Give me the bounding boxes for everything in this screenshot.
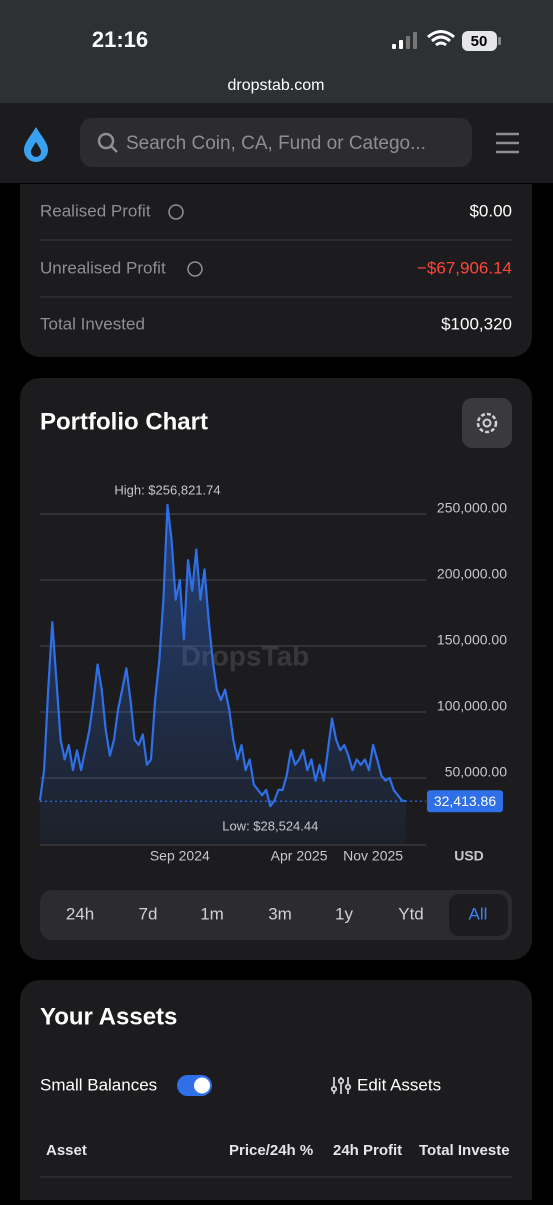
search-icon [97, 132, 115, 150]
logo-inner [31, 142, 41, 157]
currency: USD [454, 848, 484, 864]
gear-center [482, 418, 492, 428]
wifi-icon [427, 30, 455, 47]
gear-icon [476, 412, 498, 434]
x-tick-label: Nov 2025 [343, 848, 403, 864]
signal-icon [392, 32, 417, 49]
search-icon-handle [110, 145, 118, 153]
range-active-bg [449, 894, 508, 936]
battery-level: 50 [471, 33, 488, 50]
toggle-label: Small Balances [40, 1075, 157, 1094]
x-tick-label: Sep 2024 [150, 848, 210, 864]
y-tick-label: 250,000.00 [437, 500, 507, 516]
edit-icon [330, 1077, 352, 1094]
column-header[interactable]: Price/24h % [229, 1142, 313, 1159]
range-button[interactable]: 1y [335, 904, 353, 923]
assets-title: Your Assets [40, 1003, 177, 1030]
y-tick-label: 100,000.00 [437, 698, 507, 714]
toggle-knob [194, 1077, 210, 1094]
settings-button[interactable] [462, 398, 512, 448]
range-button[interactable]: All [469, 904, 488, 923]
info-icon[interactable] [187, 261, 203, 277]
range-button[interactable]: 3m [268, 904, 292, 923]
column-header[interactable]: 24h Profit [333, 1142, 402, 1159]
x-tick-label: Apr 2025 [271, 848, 328, 864]
search-placeholder: Search Coin, CA, Fund or Catego... [126, 133, 426, 154]
range-button[interactable]: Ytd [398, 904, 424, 923]
y-tick-label: 150,000.00 [437, 632, 507, 648]
summary-card [20, 184, 532, 357]
low-label: Low: $28,524.44 [222, 818, 318, 833]
row-label: Total Invested [40, 314, 145, 333]
chart-title: Portfolio Chart [40, 408, 208, 435]
row-value: −$67,906.14 [417, 258, 512, 277]
battery-icon [462, 31, 497, 51]
clock: 21:16 [92, 27, 148, 52]
range-button[interactable]: 7d [139, 904, 158, 923]
row-value: $100,320 [441, 314, 512, 333]
edit-assets[interactable]: Edit Assets [357, 1075, 441, 1094]
current-badge [427, 790, 503, 813]
current-label: 32,413.86 [434, 793, 496, 809]
status-bar [0, 0, 553, 103]
area [40, 505, 406, 844]
url[interactable]: dropstab.com [228, 77, 325, 94]
chart: DropsTab50,000.00100,000.00150,000.00200… [38, 482, 507, 864]
menu-icon[interactable] [496, 132, 519, 154]
line [38, 503, 407, 808]
range-selector [40, 890, 512, 940]
row-value: $0.00 [469, 201, 512, 220]
assets-card [20, 980, 532, 1205]
search-box[interactable] [80, 118, 472, 167]
y-tick-label: 200,000.00 [437, 566, 507, 582]
column-header[interactable]: Total Investe [419, 1142, 510, 1159]
info-icon[interactable] [168, 204, 184, 220]
y-tick-label: 50,000.00 [445, 764, 507, 780]
row-label: Realised Profit [40, 201, 151, 220]
battery-tip [498, 37, 501, 45]
range-button[interactable]: 24h [66, 904, 94, 923]
column-header[interactable]: Asset [46, 1142, 87, 1159]
high-label: High: $256,821.74 [114, 482, 220, 497]
range-button[interactable]: 1m [200, 904, 224, 923]
row-label: Unrealised Profit [40, 258, 166, 277]
